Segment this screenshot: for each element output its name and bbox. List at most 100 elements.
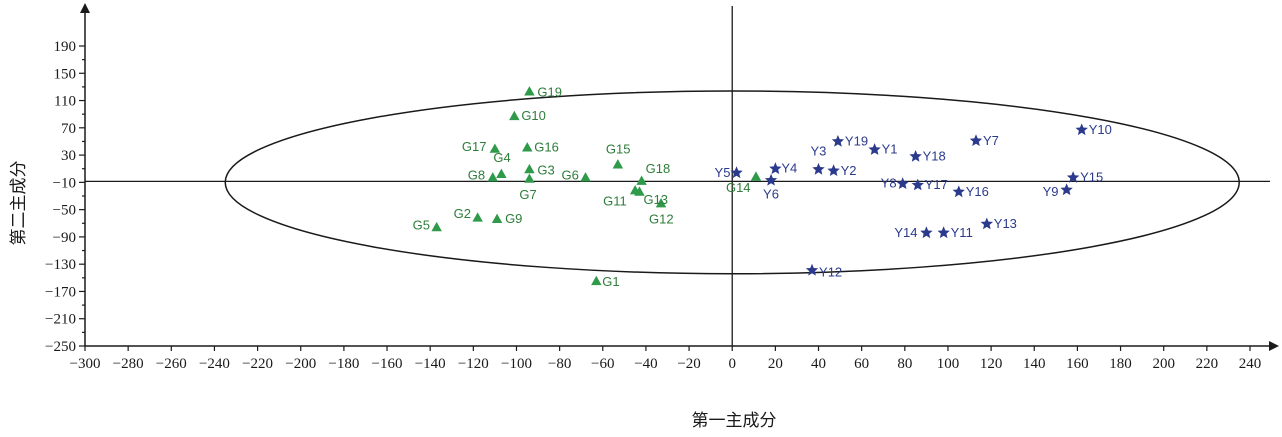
confidence-ellipse-group <box>224 90 1240 275</box>
point-label: G1 <box>602 274 619 289</box>
point-labels-group: G1 G2 G3 G4 G5 G6 G7 G8 G9 G10 G11 G12 G13 G14 G15 G16 G… <box>413 85 1112 290</box>
star-point <box>896 177 909 189</box>
point-label: G10 <box>521 108 546 123</box>
x-tick-label: 160 <box>1066 356 1089 372</box>
point-label: Y6 <box>763 186 779 201</box>
x-tick-label: 180 <box>1109 356 1132 372</box>
x-tick-label: 80 <box>897 356 912 372</box>
triangle-point <box>580 172 591 182</box>
x-tick-label: 60 <box>854 356 869 372</box>
x-tick-label: −180 <box>328 356 359 372</box>
x-tick-label: −60 <box>591 356 614 372</box>
x-tick-label: 140 <box>1023 356 1046 372</box>
point-label: G2 <box>454 206 471 221</box>
x-axis-title: 第一主成分 <box>692 411 777 431</box>
point-label: G14 <box>726 180 751 195</box>
point-label: G6 <box>562 168 579 183</box>
point-label: G11 <box>603 194 627 209</box>
star-point <box>911 178 924 191</box>
triangle-point <box>612 159 624 169</box>
x-tick-label: −120 <box>458 356 489 372</box>
star-point <box>952 185 965 198</box>
triangle-point <box>524 86 535 96</box>
y-tick-label: −170 <box>45 284 76 300</box>
x-tick-label: −220 <box>242 356 273 372</box>
triangle-point <box>522 142 533 152</box>
point-label: G9 <box>505 211 522 226</box>
star-point <box>1066 171 1080 183</box>
triangle-point <box>591 275 602 286</box>
point-label: G18 <box>646 161 671 176</box>
point-label: Y1 <box>882 142 898 157</box>
point-label: Y11 <box>951 225 973 240</box>
triangle-point <box>524 163 535 174</box>
confidence-ellipse <box>224 90 1240 275</box>
triangle-point <box>487 172 498 182</box>
points-group <box>431 86 1088 286</box>
triangle-point <box>524 173 535 183</box>
point-label: Y5 <box>715 165 731 180</box>
star-point <box>831 135 845 147</box>
point-label: Y19 <box>845 133 868 148</box>
star-point <box>827 164 840 176</box>
y-tick-label: −50 <box>53 203 76 219</box>
x-tick-label: −260 <box>156 356 187 372</box>
x-tick-label: 0 <box>728 356 736 372</box>
point-label: Y18 <box>923 148 946 163</box>
x-tick-label: −200 <box>285 356 316 372</box>
y-tick-label: 190 <box>54 39 77 55</box>
point-label: G15 <box>606 142 631 157</box>
point-label: Y12 <box>819 264 842 279</box>
star-point <box>764 173 778 186</box>
point-label: Y10 <box>1089 122 1112 137</box>
triangle-point <box>636 175 647 185</box>
x-tick-label: −300 <box>70 356 101 372</box>
star-point <box>937 226 950 239</box>
y-tick-label: −250 <box>45 339 76 355</box>
x-tick-label: 240 <box>1239 356 1262 372</box>
point-label: G5 <box>413 217 430 232</box>
triangle-point <box>431 221 442 232</box>
x-tick-label: 40 <box>811 356 826 372</box>
y-tick-label: −130 <box>45 257 76 273</box>
y-tick-label: 110 <box>54 94 76 110</box>
y-tick-label: 70 <box>61 121 76 137</box>
y-tick-label: 30 <box>61 148 76 164</box>
x-tick-label: −20 <box>677 356 700 372</box>
triangle-point <box>750 171 762 181</box>
star-point <box>1060 183 1073 196</box>
point-label: G13 <box>643 192 668 207</box>
point-label: G8 <box>468 168 485 183</box>
star-point <box>812 162 825 175</box>
x-tick-label: 100 <box>937 356 960 372</box>
point-label: Y14 <box>894 225 917 240</box>
x-tick-label: 120 <box>980 356 1003 372</box>
x-tick-label: 220 <box>1196 356 1219 372</box>
triangle-point <box>655 198 667 208</box>
y-tick-label: −210 <box>45 312 76 328</box>
star-point <box>920 226 933 239</box>
axes-group: −300 −280 −260 −240 −220 −200 −180 −160 −140 −120… <box>45 3 1279 372</box>
point-label: G19 <box>537 85 562 100</box>
point-label: Y3 <box>811 143 827 158</box>
y-tick-label: −90 <box>53 230 76 246</box>
triangle-point <box>496 168 507 179</box>
x-tick-label: −80 <box>548 356 571 372</box>
star-point <box>980 217 993 230</box>
star-point <box>805 263 819 276</box>
star-point <box>730 166 743 179</box>
star-point <box>969 134 983 146</box>
triangle-point <box>489 143 501 153</box>
x-tick-label: 200 <box>1152 356 1175 372</box>
star-point <box>909 150 922 162</box>
point-label: G3 <box>537 162 554 177</box>
y-tick-label: −10 <box>53 175 76 191</box>
x-tick-label: −40 <box>634 356 657 372</box>
point-label: Y16 <box>966 184 989 199</box>
x-tick-label: −160 <box>372 356 403 372</box>
star-point <box>868 143 881 155</box>
y-tick-label: 150 <box>54 66 77 82</box>
x-tick-label: −240 <box>199 356 230 372</box>
triangle-point <box>472 212 483 222</box>
